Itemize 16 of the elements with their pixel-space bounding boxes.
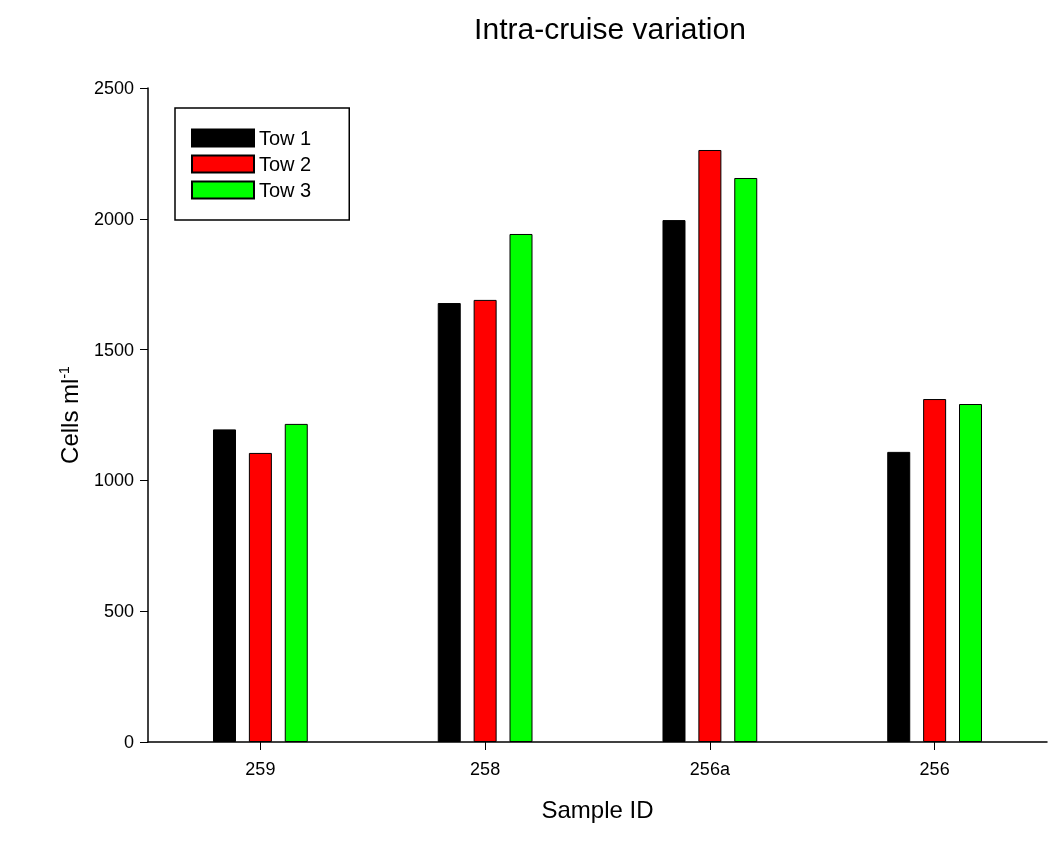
y-tick-label: 2500 xyxy=(93,78,134,98)
y-tick-label: 1000 xyxy=(93,470,134,491)
x-tick-label: 258 xyxy=(470,759,501,779)
x-tick-label: 256a xyxy=(689,759,731,779)
legend-label: Tow 3 xyxy=(259,179,312,201)
y-tick-label: 500 xyxy=(103,601,134,622)
x-tick-label: 256 xyxy=(919,759,950,779)
x-axis-title: Sample ID xyxy=(541,795,654,823)
y-tick-label: 0 xyxy=(123,732,134,752)
y-axis-title: Cells ml-1 xyxy=(55,365,83,464)
y-tick-label: 1500 xyxy=(93,339,134,360)
x-tick-label: 259 xyxy=(245,759,276,779)
y-tick-label: 2000 xyxy=(93,208,134,229)
legend-label: Tow 2 xyxy=(259,153,312,175)
chart-title: Intra-cruise variation xyxy=(474,11,746,45)
legend-label: Tow 1 xyxy=(259,127,312,149)
